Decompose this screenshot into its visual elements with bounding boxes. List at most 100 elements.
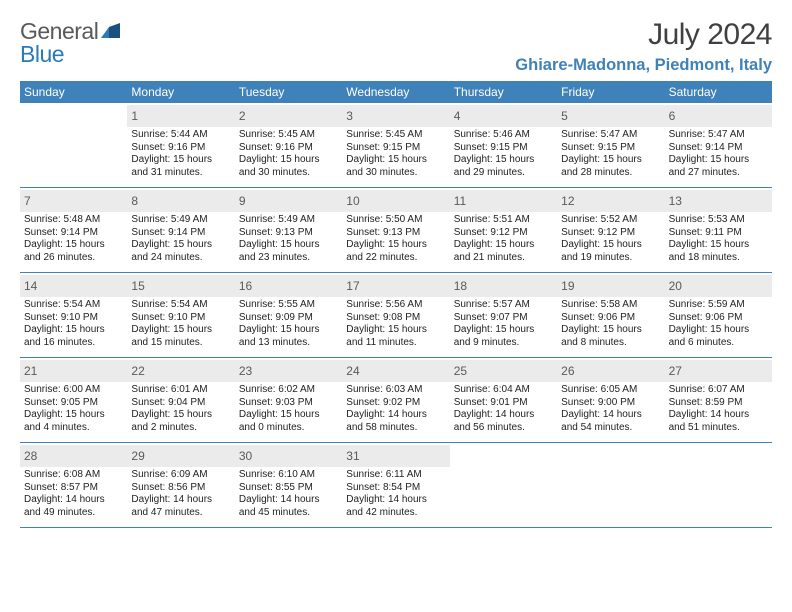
sunset-line: Sunset: 9:04 PM [131,397,230,410]
sunset-line: Sunset: 8:54 PM [346,482,445,495]
daylight-line-2: and 47 minutes. [131,507,230,520]
day-number-row: 25 [450,360,557,382]
day-cell: 12Sunrise: 5:52 AMSunset: 9:12 PMDayligh… [557,188,664,272]
daylight-line-2: and 19 minutes. [561,252,660,265]
day-number-row: 18 [450,275,557,297]
sunset-line: Sunset: 9:12 PM [561,227,660,240]
daylight-line-1: Daylight: 15 hours [24,239,123,252]
sunrise-line: Sunrise: 6:02 AM [239,384,338,397]
daylight-line-1: Daylight: 15 hours [346,324,445,337]
sunrise-line: Sunrise: 6:04 AM [454,384,553,397]
sunrise-line: Sunrise: 5:57 AM [454,299,553,312]
location-label: Ghiare-Madonna, Piedmont, Italy [515,56,772,75]
day-number-row: 4 [450,105,557,127]
day-cell: 18 Sunrise: 5:57 AMSunset: 9:07 PMDayligh… [450,273,557,357]
calendar-page: GeneralBlue July 2024 Ghiare-Madonna, Pi… [0,0,792,528]
sunrise-line: Sunrise: 5:49 AM [239,214,338,227]
sunrise-line: Sunrise: 5:55 AM [239,299,338,312]
day-number-row: 8 [127,190,234,212]
daylight-line-2: and 24 minutes. [131,252,230,265]
day-number: 12 [561,194,574,208]
daylight-line-2: and 0 minutes. [239,422,338,435]
sunset-line: Sunset: 8:55 PM [239,482,338,495]
day-number: 25 [454,364,467,378]
day-number: 6 [669,109,676,123]
logo-text-2: Blue [20,41,123,68]
day-number: 20 [669,279,682,293]
daylight-line-2: and 45 minutes. [239,507,338,520]
day-number-row: 12 [557,190,664,212]
daylight-line-1: Daylight: 14 hours [346,409,445,422]
weekday-header: Thursday [450,81,557,103]
day-cell: 2Sunrise: 5:45 AMSunset: 9:16 PMDaylight… [235,103,342,187]
day-number: 31 [346,449,359,463]
logo: GeneralBlue [20,18,123,68]
day-number-row: 27 [665,360,772,382]
sunset-line: Sunset: 9:13 PM [239,227,338,240]
daylight-line-1: Daylight: 15 hours [454,324,553,337]
sunset-line: Sunset: 9:00 PM [561,397,660,410]
daylight-line-1: Daylight: 15 hours [561,239,660,252]
sunset-line: Sunset: 9:10 PM [24,312,123,325]
day-number: 16 [239,279,252,293]
daylight-line-1: Daylight: 15 hours [24,324,123,337]
sunrise-line: Sunrise: 6:01 AM [131,384,230,397]
daylight-line-2: and 27 minutes. [669,167,768,180]
daylight-line-2: and 58 minutes. [346,422,445,435]
weekday-header: Wednesday [342,81,449,103]
day-cell: 10Sunrise: 5:50 AMSunset: 9:13 PMDayligh… [342,188,449,272]
daylight-line-1: Daylight: 15 hours [131,409,230,422]
day-cell: 27Sunrise: 6:07 AMSunset: 8:59 PMDayligh… [665,358,772,442]
sunrise-line: Sunrise: 5:54 AM [131,299,230,312]
daylight-line-1: Daylight: 15 hours [131,239,230,252]
sunset-line: Sunset: 9:07 PM [454,312,553,325]
daylight-line-1: Daylight: 15 hours [239,324,338,337]
sunrise-line: Sunrise: 5:53 AM [669,214,768,227]
sunset-line: Sunset: 9:13 PM [346,227,445,240]
daylight-line-2: and 16 minutes. [24,337,123,350]
empty-day-cell [665,443,772,527]
day-cell: 23Sunrise: 6:02 AMSunset: 9:03 PMDayligh… [235,358,342,442]
daylight-line-2: and 13 minutes. [239,337,338,350]
day-number-row: 23 [235,360,342,382]
daylight-line-1: Daylight: 15 hours [24,409,123,422]
month-title: July 2024 [515,18,772,52]
weeks-container: 1Sunrise: 5:44 AMSunset: 9:16 PMDaylight… [20,103,772,528]
sunrise-line: Sunrise: 5:50 AM [346,214,445,227]
day-number: 11 [454,194,466,208]
day-number-row: 28 [20,445,127,467]
day-number-row: 6 [665,105,772,127]
day-cell: 7Sunrise: 5:48 AMSunset: 9:14 PMDaylight… [20,188,127,272]
day-cell: 20Sunrise: 5:59 AMSunset: 9:06 PMDayligh… [665,273,772,357]
daylight-line-1: Daylight: 15 hours [131,324,230,337]
daylight-line-2: and 31 minutes. [131,167,230,180]
sunrise-line: Sunrise: 5:45 AM [239,129,338,142]
sunrise-line: Sunrise: 5:59 AM [669,299,768,312]
sunset-line: Sunset: 9:16 PM [131,142,230,155]
day-cell: 1Sunrise: 5:44 AMSunset: 9:16 PMDaylight… [127,103,234,187]
sunrise-line: Sunrise: 5:49 AM [131,214,230,227]
daylight-line-2: and 30 minutes. [346,167,445,180]
day-cell: 30Sunrise: 6:10 AMSunset: 8:55 PMDayligh… [235,443,342,527]
day-number: 19 [561,279,574,293]
day-number: 21 [24,364,37,378]
day-number-row: 26 [557,360,664,382]
day-number-row: 24 [342,360,449,382]
sunrise-line: Sunrise: 5:58 AM [561,299,660,312]
day-cell: 13Sunrise: 5:53 AMSunset: 9:11 PMDayligh… [665,188,772,272]
day-number-row: 9 [235,190,342,212]
daylight-line-2: and 51 minutes. [669,422,768,435]
daylight-line-2: and 6 minutes. [669,337,768,350]
weekday-header: Sunday [20,81,127,103]
day-cell: 16 Sunrise: 5:55 AMSunset: 9:09 PMDayligh… [235,273,342,357]
daylight-line-2: and 42 minutes. [346,507,445,520]
day-cell: 4Sunrise: 5:46 AMSunset: 9:15 PMDaylight… [450,103,557,187]
daylight-line-2: and 54 minutes. [561,422,660,435]
day-cell: 8Sunrise: 5:49 AMSunset: 9:14 PMDaylight… [127,188,234,272]
empty-day-cell [557,443,664,527]
sunrise-line: Sunrise: 5:47 AM [669,129,768,142]
day-number-row: 21 [20,360,127,382]
sunset-line: Sunset: 9:05 PM [24,397,123,410]
sunset-line: Sunset: 9:09 PM [239,312,338,325]
sunrise-line: Sunrise: 6:09 AM [131,469,230,482]
